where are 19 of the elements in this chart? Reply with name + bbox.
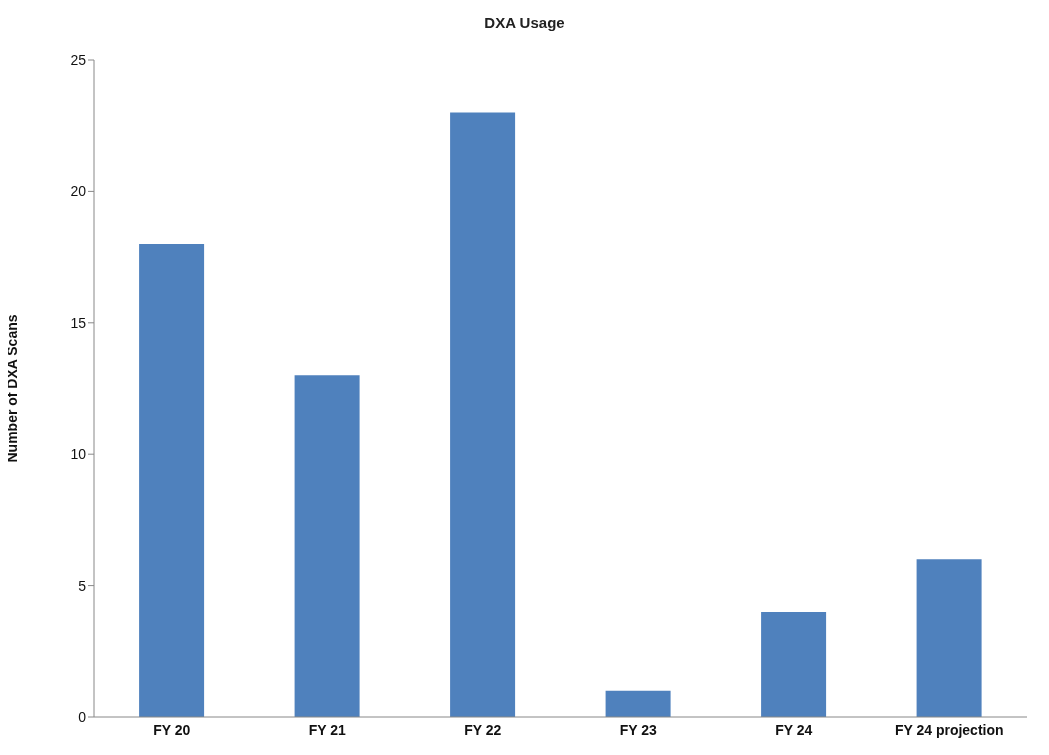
- y-tick-label: 15: [70, 314, 87, 331]
- y-tick-label: 25: [70, 51, 87, 68]
- x-tick-label: FY 23: [619, 721, 658, 738]
- bar: [294, 375, 360, 717]
- bar: [450, 112, 516, 717]
- x-tick-label: FY 24 projection: [894, 721, 1004, 738]
- y-tick-label: 0: [78, 708, 87, 725]
- y-tick-label: 10: [70, 446, 87, 463]
- x-tick-label: FY 21: [308, 721, 347, 738]
- x-tick-label: FY 22: [464, 721, 502, 738]
- bar: [605, 690, 671, 717]
- bar: [761, 611, 827, 717]
- chart-title: DXA Usage: [483, 13, 566, 33]
- y-tick-label: 5: [78, 577, 87, 594]
- x-tick-label: FY 24: [775, 721, 813, 738]
- y-tick-label: 20: [70, 183, 87, 200]
- x-tick-label: FY 20: [153, 721, 191, 738]
- bar: [139, 243, 205, 717]
- bar: [916, 559, 982, 717]
